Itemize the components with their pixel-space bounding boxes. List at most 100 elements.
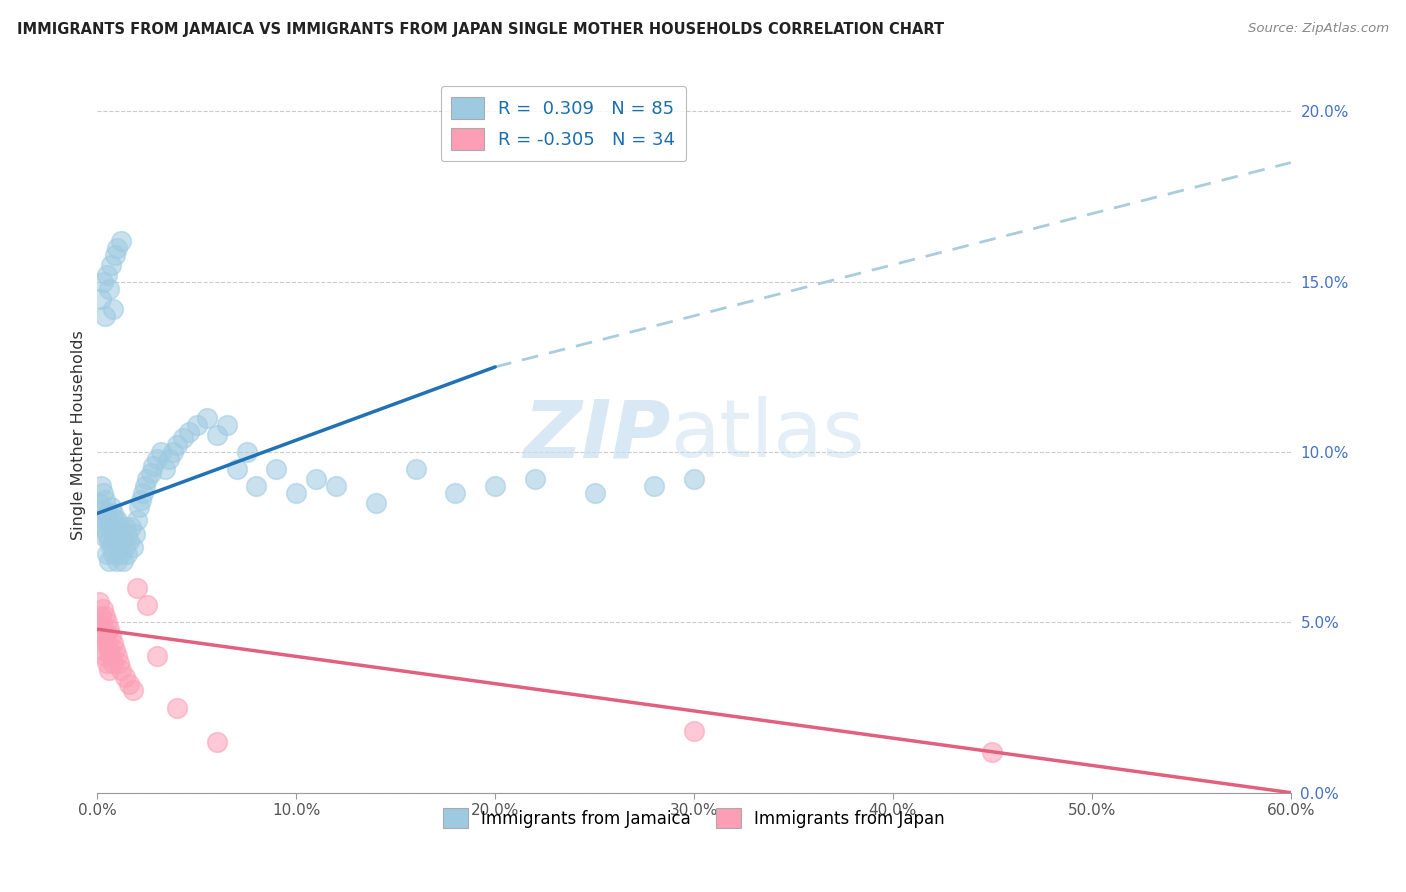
Point — [325, 479, 347, 493]
Text: Source: ZipAtlas.com: Source: ZipAtlas.com — [1249, 22, 1389, 36]
Point — [114, 670, 136, 684]
Point — [484, 479, 506, 493]
Point — [132, 486, 155, 500]
Point — [94, 608, 117, 623]
Point — [96, 268, 118, 282]
Point — [146, 451, 169, 466]
Point — [110, 547, 132, 561]
Point — [94, 629, 117, 643]
Point — [139, 466, 162, 480]
Point — [104, 247, 127, 261]
Point — [583, 486, 606, 500]
Point — [91, 503, 114, 517]
Point — [90, 632, 112, 647]
Point — [94, 309, 117, 323]
Point — [105, 554, 128, 568]
Point — [166, 700, 188, 714]
Point — [98, 663, 121, 677]
Point — [100, 258, 122, 272]
Point — [90, 513, 112, 527]
Point — [103, 507, 125, 521]
Point — [108, 520, 131, 534]
Point — [245, 479, 267, 493]
Text: IMMIGRANTS FROM JAMAICA VS IMMIGRANTS FROM JAPAN SINGLE MOTHER HOUSEHOLDS CORREL: IMMIGRANTS FROM JAMAICA VS IMMIGRANTS FR… — [17, 22, 943, 37]
Point — [89, 615, 111, 630]
Point — [105, 533, 128, 548]
Point — [405, 462, 427, 476]
Point — [118, 676, 141, 690]
Point — [683, 724, 706, 739]
Point — [136, 599, 159, 613]
Point — [114, 520, 136, 534]
Point — [89, 595, 111, 609]
Y-axis label: Single Mother Households: Single Mother Households — [72, 330, 86, 540]
Point — [114, 541, 136, 555]
Point — [285, 486, 308, 500]
Point — [142, 458, 165, 473]
Point — [98, 642, 121, 657]
Point — [103, 547, 125, 561]
Point — [90, 608, 112, 623]
Point — [103, 526, 125, 541]
Point — [103, 301, 125, 316]
Point — [108, 541, 131, 555]
Point — [128, 500, 150, 514]
Point — [122, 683, 145, 698]
Text: atlas: atlas — [671, 396, 865, 474]
Point — [89, 496, 111, 510]
Point — [98, 282, 121, 296]
Point — [364, 496, 387, 510]
Point — [134, 479, 156, 493]
Point — [91, 622, 114, 636]
Point — [94, 513, 117, 527]
Point — [186, 417, 208, 432]
Point — [96, 636, 118, 650]
Point — [90, 292, 112, 306]
Point — [91, 486, 114, 500]
Point — [225, 462, 247, 476]
Point — [104, 513, 127, 527]
Point — [205, 428, 228, 442]
Point — [215, 417, 238, 432]
Legend: Immigrants from Jamaica, Immigrants from Japan: Immigrants from Jamaica, Immigrants from… — [436, 802, 952, 834]
Point — [100, 649, 122, 664]
Point — [118, 533, 141, 548]
Point — [90, 479, 112, 493]
Point — [100, 520, 122, 534]
Point — [94, 530, 117, 544]
Point — [115, 526, 138, 541]
Text: ZIP: ZIP — [523, 396, 671, 474]
Point — [127, 513, 149, 527]
Point — [146, 649, 169, 664]
Point — [266, 462, 288, 476]
Point — [112, 554, 135, 568]
Point — [166, 438, 188, 452]
Point — [127, 582, 149, 596]
Point — [94, 492, 117, 507]
Point — [235, 445, 257, 459]
Point — [172, 432, 194, 446]
Point — [124, 526, 146, 541]
Point — [110, 663, 132, 677]
Point — [96, 526, 118, 541]
Point — [110, 234, 132, 248]
Point — [98, 513, 121, 527]
Point — [105, 241, 128, 255]
Point — [195, 411, 218, 425]
Point — [96, 657, 118, 671]
Point — [523, 472, 546, 486]
Point — [136, 472, 159, 486]
Point — [643, 479, 665, 493]
Point — [91, 520, 114, 534]
Point — [100, 541, 122, 555]
Point — [112, 533, 135, 548]
Point — [103, 657, 125, 671]
Point — [105, 513, 128, 527]
Point — [153, 462, 176, 476]
Point — [122, 541, 145, 555]
Point — [115, 547, 138, 561]
Point — [104, 642, 127, 657]
Point — [91, 275, 114, 289]
Point — [981, 745, 1004, 759]
Point — [98, 622, 121, 636]
